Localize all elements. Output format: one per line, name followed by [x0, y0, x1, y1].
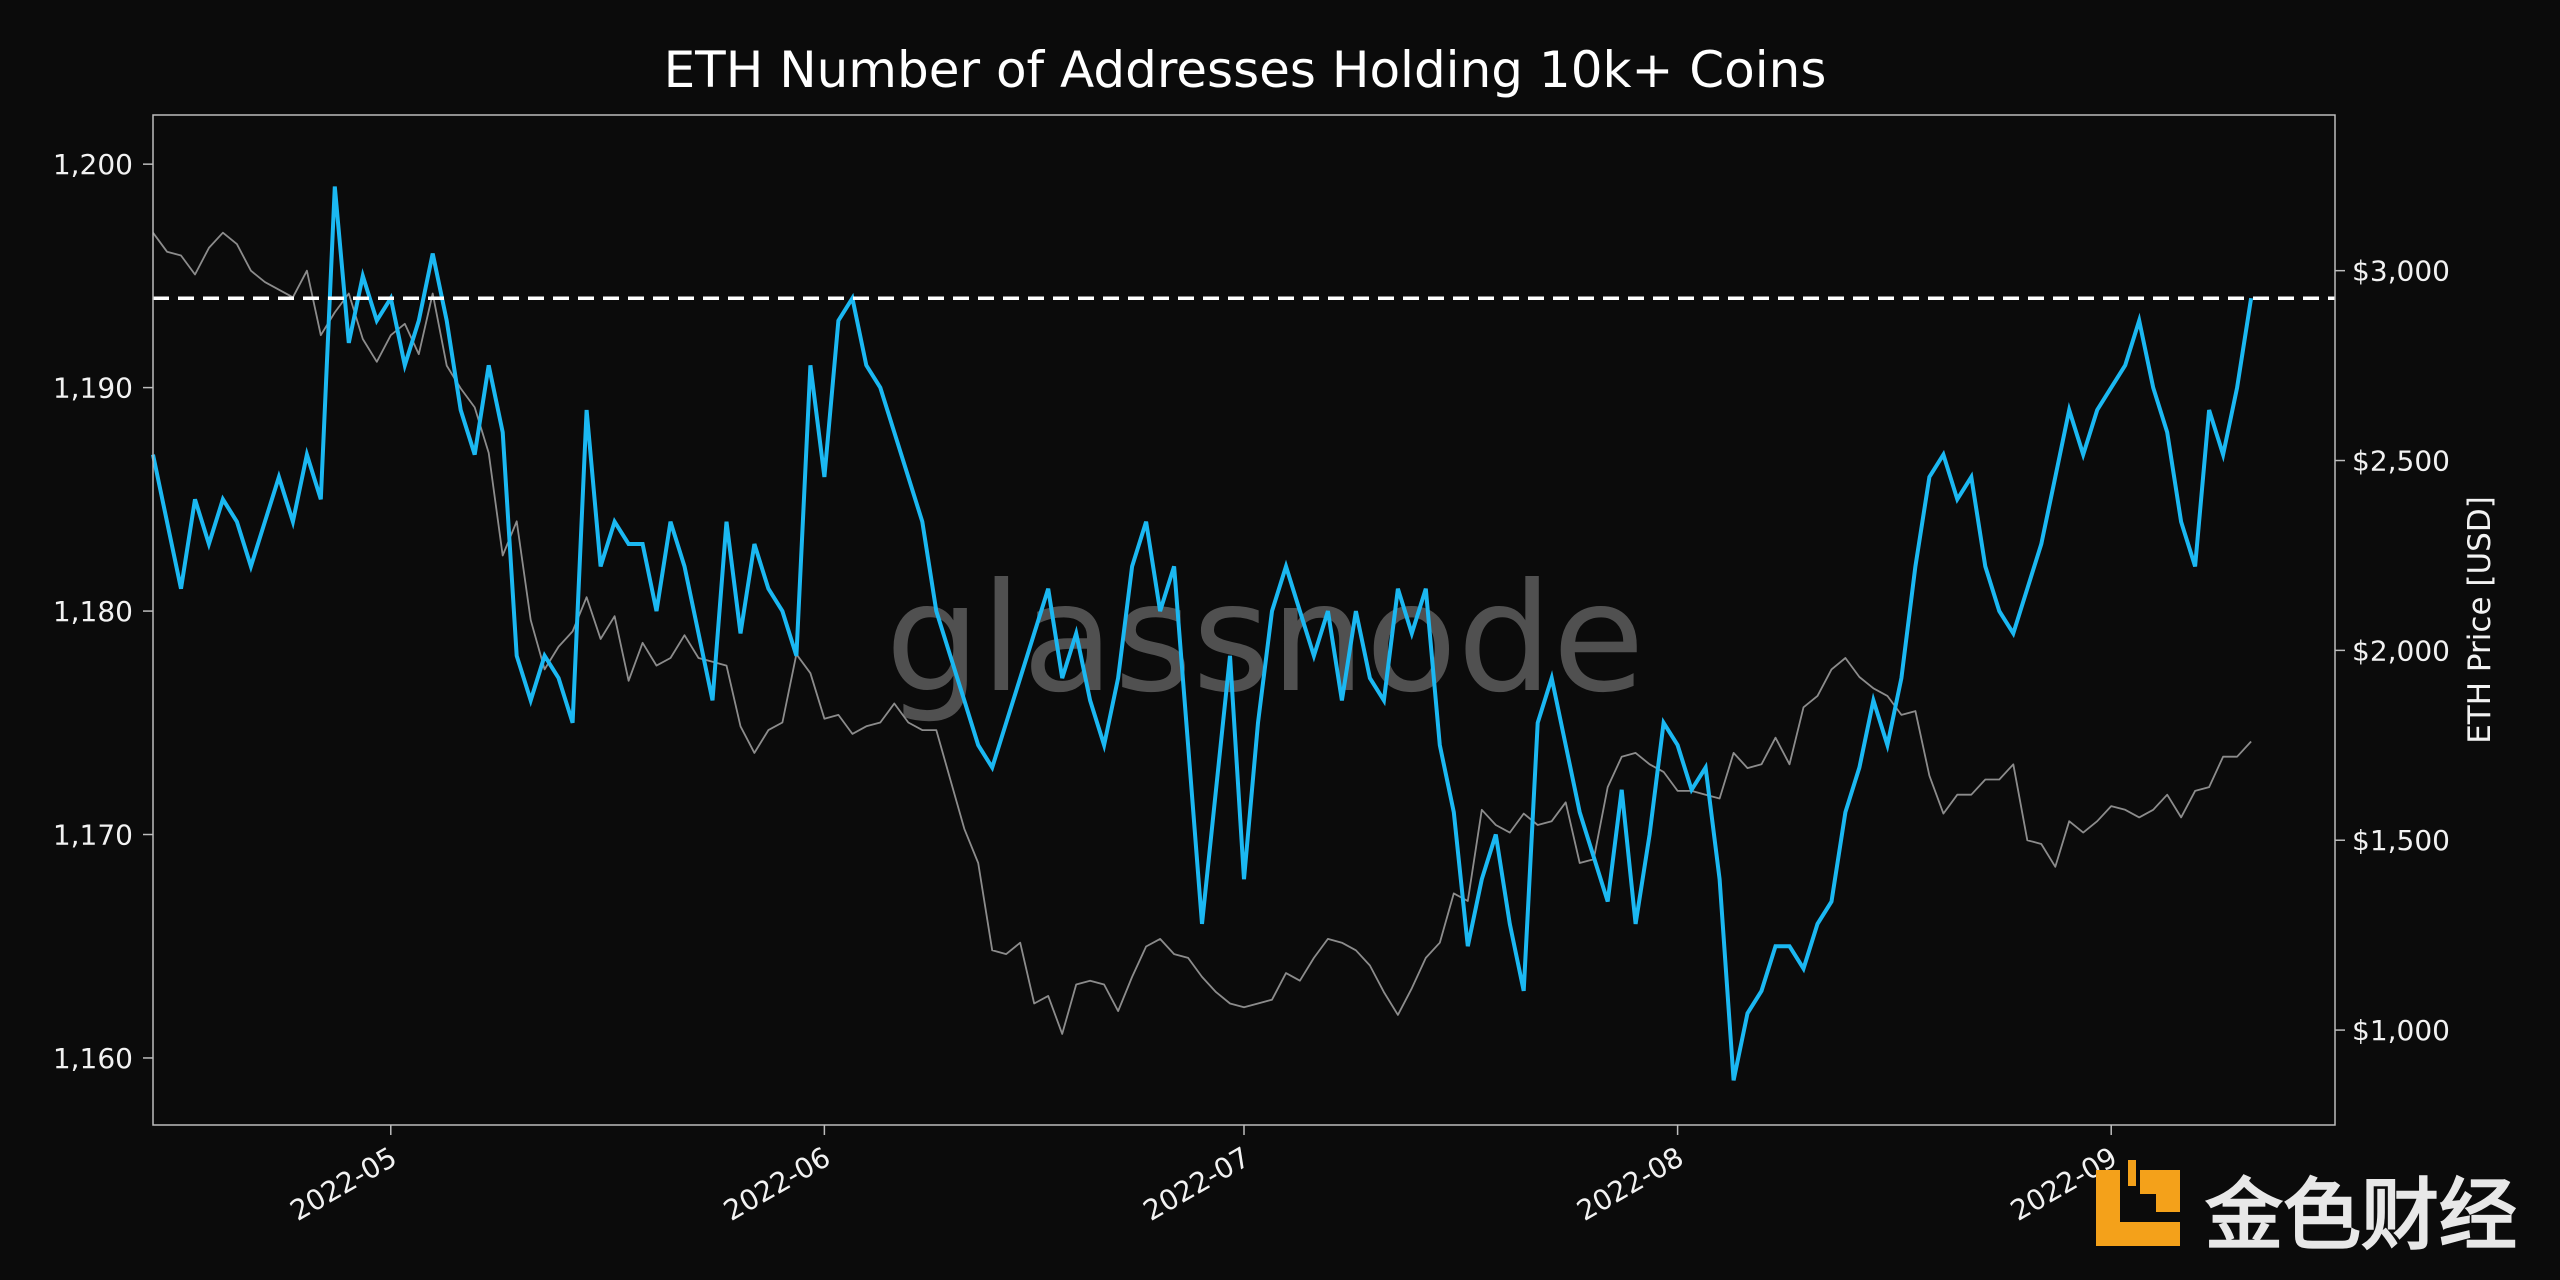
- y2-tick-label: $3,000: [2352, 255, 2450, 288]
- brand-logo-icon: [2096, 1160, 2180, 1246]
- y-tick-label: 1,180: [53, 595, 133, 628]
- y-tick-label: 1,200: [53, 148, 133, 181]
- brand-name: 金色财经: [2204, 1171, 2517, 1261]
- y2-tick-label: $1,000: [2352, 1014, 2450, 1047]
- price-series: [152, 231, 2252, 1035]
- y-axis-left: 1,160 1,170 1,180 1,190 1,200: [53, 148, 153, 1075]
- glassnode-watermark: glassnode: [885, 552, 1644, 726]
- brand-logo-shape: [2140, 1170, 2180, 1212]
- y2-tick-label: $1,500: [2352, 824, 2450, 857]
- addresses-series: [151, 186, 2254, 1081]
- y-tick-label: 1,170: [53, 819, 133, 852]
- y-axis-right: $1,000 $1,500 $2,000 $2,500 $3,000: [2335, 255, 2450, 1047]
- y-tick-label: 1,190: [53, 372, 133, 405]
- brand-logo-shape: [2096, 1170, 2180, 1246]
- y2-axis-title: ETH Price [USD]: [2462, 496, 2498, 744]
- brand-logo: 金色财经: [2096, 1160, 2517, 1261]
- y2-tick-label: $2,500: [2352, 445, 2450, 478]
- addresses-line: [151, 186, 2254, 1081]
- y-tick-label: 1,160: [53, 1042, 133, 1075]
- eth-price-line: [152, 231, 2252, 1035]
- watermark: glassnode: [885, 552, 1644, 726]
- y2-tick-label: $2,000: [2352, 634, 2450, 667]
- chart-title: ETH Number of Addresses Holding 10k+ Coi…: [664, 41, 1827, 99]
- brand-logo-shape: [2128, 1160, 2136, 1186]
